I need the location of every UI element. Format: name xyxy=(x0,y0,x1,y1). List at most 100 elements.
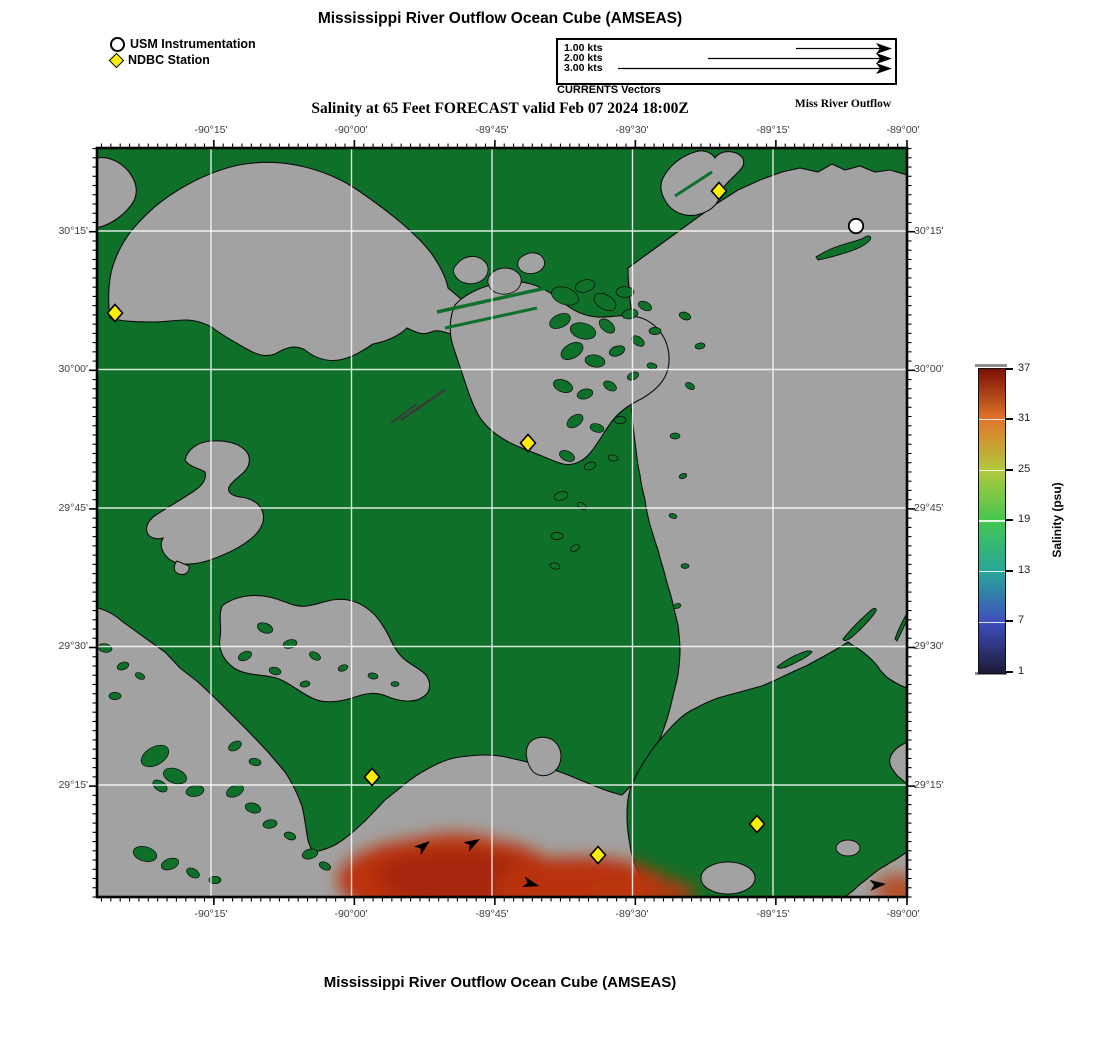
x-tick-top: -89°00' xyxy=(886,124,920,136)
legend-row-ndbc: NDBC Station xyxy=(108,52,256,68)
currents-scale-3kt: 3.00 kts xyxy=(564,62,603,74)
marsh-patch xyxy=(244,802,262,814)
colorbar-tick-label: 37 xyxy=(1018,362,1031,374)
marsh-patch xyxy=(238,650,252,662)
arrowhead-icon xyxy=(876,43,892,54)
colorbar-tick xyxy=(1006,418,1013,420)
colorbar-tick-label: 31 xyxy=(1018,412,1031,424)
marsh-patch xyxy=(615,286,635,298)
marker-legend: USM Instrumentation NDBC Station xyxy=(108,36,256,68)
colorbar xyxy=(978,368,1006,674)
marsh-patch xyxy=(678,473,688,479)
marsh-patch xyxy=(593,292,617,312)
colorbar-tick xyxy=(1006,671,1013,673)
marsh-patch xyxy=(160,857,180,871)
marsh-patch xyxy=(186,867,200,879)
marsh-patch xyxy=(367,672,379,680)
marsh-patch xyxy=(559,450,575,462)
marsh-patch xyxy=(319,861,331,871)
marsh-patch xyxy=(248,757,262,767)
marsh-patch xyxy=(301,848,319,860)
x-tick-top: -89°30' xyxy=(615,124,649,136)
marsh-patch xyxy=(672,603,682,609)
marsh-patch xyxy=(108,692,122,700)
marsh-patch xyxy=(569,544,581,552)
marsh-channel xyxy=(444,306,538,330)
ndbc-station-marker xyxy=(748,814,766,834)
ndbc-station-marker xyxy=(519,433,537,453)
forecast-subtitle: Salinity at 65 Feet FORECAST valid Feb 0… xyxy=(311,100,689,117)
y-tick-right: 29°15' xyxy=(914,779,944,791)
marsh-patch xyxy=(163,767,187,785)
islet-top-center xyxy=(487,267,522,295)
region-label: Miss River Outflow xyxy=(794,98,892,110)
marsh-patch xyxy=(299,680,311,688)
x-tick-bottom: -89°00' xyxy=(886,908,920,920)
x-tick-top: -90°00' xyxy=(334,124,368,136)
ndbc-legend-label: NDBC Station xyxy=(128,53,210,67)
marsh-patch xyxy=(678,311,692,321)
page-title: Mississippi River Outflow Ocean Cube (AM… xyxy=(317,10,683,27)
axis-ticks xyxy=(89,140,915,905)
marsh-patch xyxy=(589,423,605,433)
barrier-island-sliver xyxy=(815,235,872,261)
x-tick-bottom: -89°45' xyxy=(475,908,509,920)
currents-scale-2kt: 2.00 kts xyxy=(564,52,603,64)
marsh-patch xyxy=(551,286,579,306)
station-markers xyxy=(106,181,865,865)
marsh-patch xyxy=(132,846,158,862)
island-mid-left-foot xyxy=(173,560,190,575)
marsh-patch xyxy=(208,876,222,884)
colorbar-divider xyxy=(979,570,1005,573)
marsh-patch xyxy=(553,491,569,501)
y-tick-left: 29°15' xyxy=(58,779,88,791)
colorbar-tick-label: 25 xyxy=(1018,463,1031,475)
marsh-patch xyxy=(262,819,278,829)
colorbar-tick-label: 19 xyxy=(1018,513,1031,525)
marsh-patch xyxy=(680,563,690,569)
colorbar-tick xyxy=(1006,469,1013,471)
legend-row-usm: USM Instrumentation xyxy=(110,36,256,52)
current-arrowhead xyxy=(414,841,430,856)
colorbar-divider xyxy=(979,621,1005,624)
colorbar-title: Salinity (psu) xyxy=(1050,482,1064,558)
graticule xyxy=(97,148,907,897)
marsh-patch xyxy=(549,562,561,570)
marsh-patch xyxy=(268,666,282,676)
marsh-patch xyxy=(116,661,130,671)
colorbar-tick-label: 13 xyxy=(1018,564,1031,576)
marsh-patch xyxy=(583,461,597,471)
marsh-patch xyxy=(560,341,584,361)
marsh-patch xyxy=(569,322,597,340)
marsh-patch xyxy=(309,651,321,661)
marsh-patch xyxy=(549,313,571,329)
marsh-patch xyxy=(226,784,244,798)
marsh-patch xyxy=(553,379,573,393)
map-canvas xyxy=(89,140,915,905)
claw-channel xyxy=(674,170,713,198)
water-southeast-mass xyxy=(626,641,907,897)
y-tick-left: 29°30' xyxy=(58,640,88,652)
marsh-patch xyxy=(638,300,652,312)
marsh-patch xyxy=(337,664,349,672)
x-tick-top: -89°15' xyxy=(756,124,790,136)
y-tick-right: 29°30' xyxy=(914,640,944,652)
marsh-patch xyxy=(566,413,584,429)
marsh-patch xyxy=(256,622,274,634)
barrier-island-sliver xyxy=(842,608,877,641)
map-fills xyxy=(97,148,907,897)
marsh-patch xyxy=(152,779,168,793)
marsh-patch xyxy=(283,831,297,841)
x-tick-bottom: -89°15' xyxy=(756,908,790,920)
x-tick-bottom: -90°15' xyxy=(194,908,228,920)
colorbar-tick-label: 7 xyxy=(1018,614,1025,626)
x-tick-top: -89°45' xyxy=(475,124,509,136)
bay-in-green-mass xyxy=(700,861,756,895)
footer-title: Mississippi River Outflow Ocean Cube (AM… xyxy=(323,974,677,991)
current-arrowhead xyxy=(869,879,886,891)
landmass-northeast-claw xyxy=(660,150,745,216)
colorbar-tick-label: 1 xyxy=(1018,665,1025,677)
marsh-patch xyxy=(648,327,662,335)
marsh-patch xyxy=(598,318,616,334)
